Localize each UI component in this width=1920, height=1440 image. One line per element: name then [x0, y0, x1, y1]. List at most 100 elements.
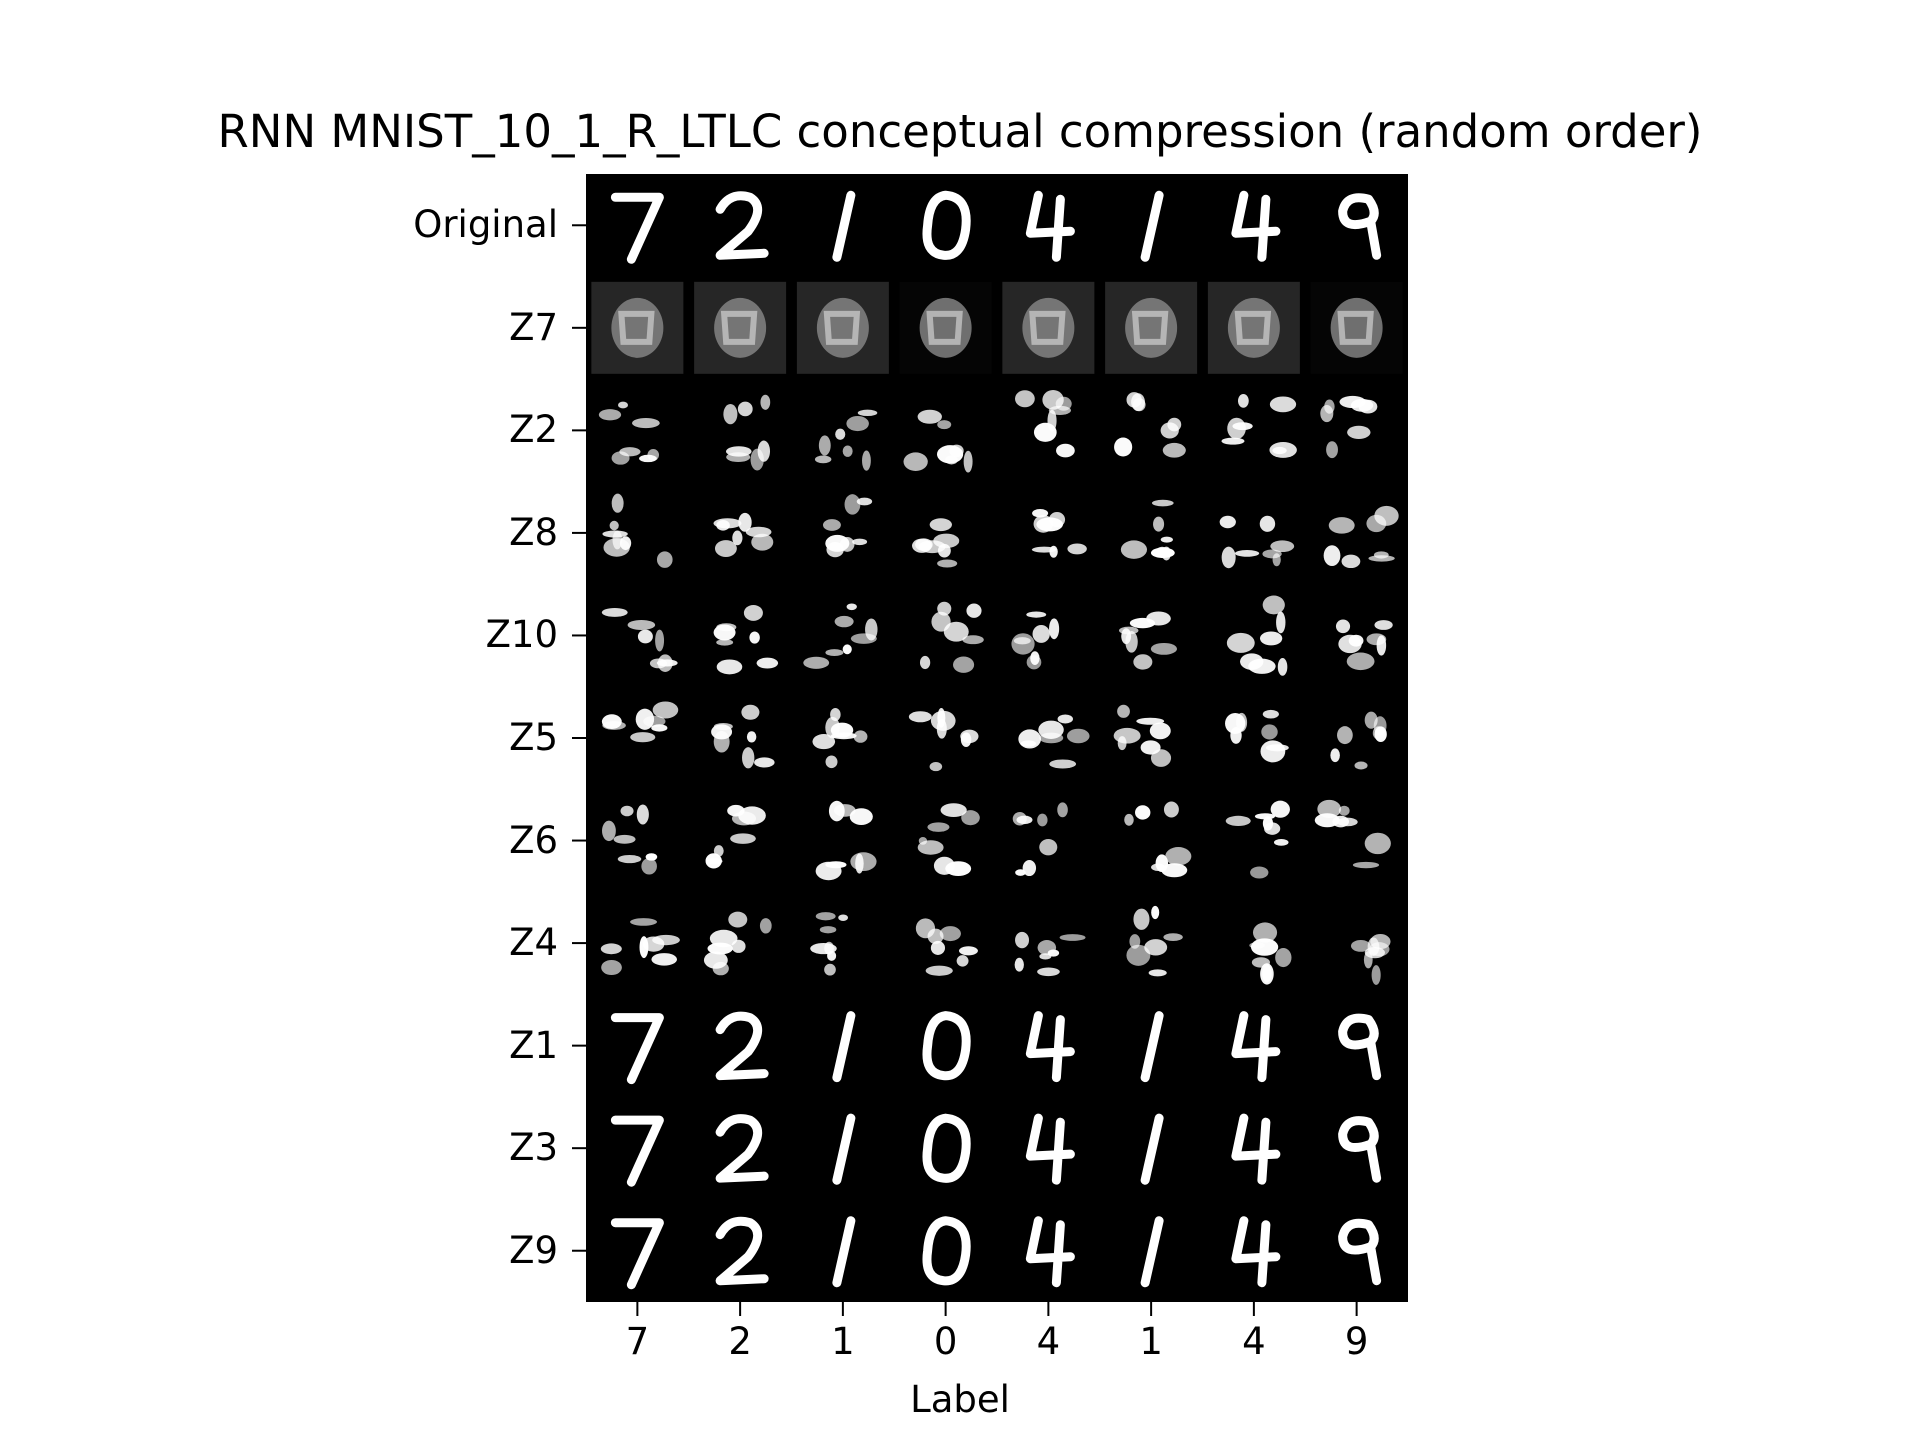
column-label: 1 [831, 1320, 855, 1363]
figure-title: RNN MNIST_10_1_R_LTLC conceptual compres… [217, 105, 1703, 158]
digit-tile [601, 701, 679, 743]
digit-tile [1231, 1113, 1281, 1185]
digit-tile [922, 1216, 971, 1286]
digit-tile [1221, 394, 1297, 458]
digit-tile [917, 803, 980, 877]
digit-tile [814, 409, 878, 471]
digit-tile [1140, 1011, 1164, 1083]
column-label: 2 [728, 1320, 752, 1363]
digit-tile [1025, 1011, 1075, 1083]
digit-tile [1025, 1216, 1075, 1288]
digit-tile [602, 493, 673, 568]
digit-tile [1031, 508, 1087, 558]
digit-tile [1119, 611, 1178, 670]
digit-tile [903, 409, 973, 473]
digit-tile [715, 1114, 769, 1183]
column-label: 7 [625, 1320, 650, 1363]
digit-tile [815, 800, 877, 881]
row-label: Z7 [509, 305, 558, 349]
digit-tile [1338, 1013, 1382, 1081]
digit-tile [922, 1011, 971, 1081]
digit-tile [1014, 931, 1086, 977]
digit-tile [832, 1216, 856, 1288]
digit-tile [1140, 1113, 1164, 1185]
digit-tile [1350, 933, 1391, 985]
row-label: Z5 [509, 716, 558, 759]
digit-tile [1126, 905, 1183, 977]
digit-tile [1225, 800, 1290, 879]
digit-tile [713, 604, 779, 675]
row-label: Z8 [509, 510, 558, 554]
digit-tile [723, 394, 771, 471]
digit-tile [1323, 505, 1399, 569]
digit-tile [1012, 802, 1068, 877]
digit-tile [1140, 190, 1164, 262]
digit-tile [1018, 714, 1090, 769]
digit-tile [1226, 595, 1288, 676]
digit-tile [1330, 711, 1387, 770]
digit-tile [1320, 395, 1378, 459]
row-label: Z2 [509, 408, 558, 452]
digit-tile [922, 190, 971, 260]
digit-tile [705, 804, 766, 869]
digit-tile [694, 281, 787, 374]
digit-tile [1249, 922, 1292, 985]
digit-tile [922, 1113, 971, 1183]
column-label: 4 [1242, 1320, 1266, 1363]
digit-tile [1105, 281, 1198, 374]
column-label: 4 [1036, 1320, 1061, 1363]
digit-tile [1310, 281, 1403, 374]
digit-tile [610, 1218, 664, 1290]
digit-tile [1015, 389, 1075, 458]
digit-tile [1314, 799, 1391, 869]
digit-tile [1231, 1216, 1281, 1288]
digit-tile [602, 804, 658, 875]
digit-tile [610, 1115, 664, 1187]
digit-tile [591, 281, 684, 374]
digit-tile [1025, 1113, 1075, 1185]
digit-tile [703, 911, 772, 976]
digit-tile [912, 518, 960, 568]
digit-tile [1011, 611, 1060, 670]
digit-tile [1140, 1216, 1164, 1288]
row-label: Z3 [509, 1126, 558, 1170]
digit-tile [713, 512, 774, 558]
digit-tile [810, 912, 849, 976]
digit-tile [601, 607, 678, 672]
digit-tile [803, 603, 878, 669]
digit-tile [1207, 281, 1300, 374]
digit-tile [715, 191, 769, 260]
row-label: Original [413, 203, 558, 247]
digit-tile [832, 1113, 856, 1185]
digit-tile [1120, 499, 1175, 561]
digit-tile [1225, 709, 1289, 763]
digit-tile [915, 918, 978, 976]
digit-tile [610, 192, 664, 264]
digit-tile [1338, 1116, 1382, 1183]
digit-tile [711, 704, 775, 769]
digit-tile [1338, 1218, 1382, 1286]
digit-tile [1124, 801, 1192, 878]
digit-tile [1335, 619, 1393, 671]
digit-tile [715, 1216, 769, 1286]
digit-tile [899, 281, 992, 374]
digit-tile [796, 281, 889, 374]
column-label: 0 [933, 1320, 958, 1363]
digit-tile [1338, 193, 1382, 260]
column-label: 1 [1139, 1320, 1163, 1363]
x-axis-title: Label [910, 1378, 1010, 1421]
digit-tile [715, 1011, 769, 1081]
digit-tile [1025, 190, 1075, 262]
row-label: Z4 [509, 921, 558, 965]
column-label: 9 [1344, 1320, 1369, 1363]
digit-tile [1002, 281, 1095, 374]
digit-tile [1231, 1011, 1281, 1083]
digit-tile [1114, 392, 1186, 458]
digit-tile [822, 494, 873, 558]
row-label: Z9 [509, 1228, 558, 1272]
digit-tile [832, 1011, 856, 1083]
row-label: Z1 [509, 1023, 558, 1067]
digit-tile [1219, 515, 1295, 569]
